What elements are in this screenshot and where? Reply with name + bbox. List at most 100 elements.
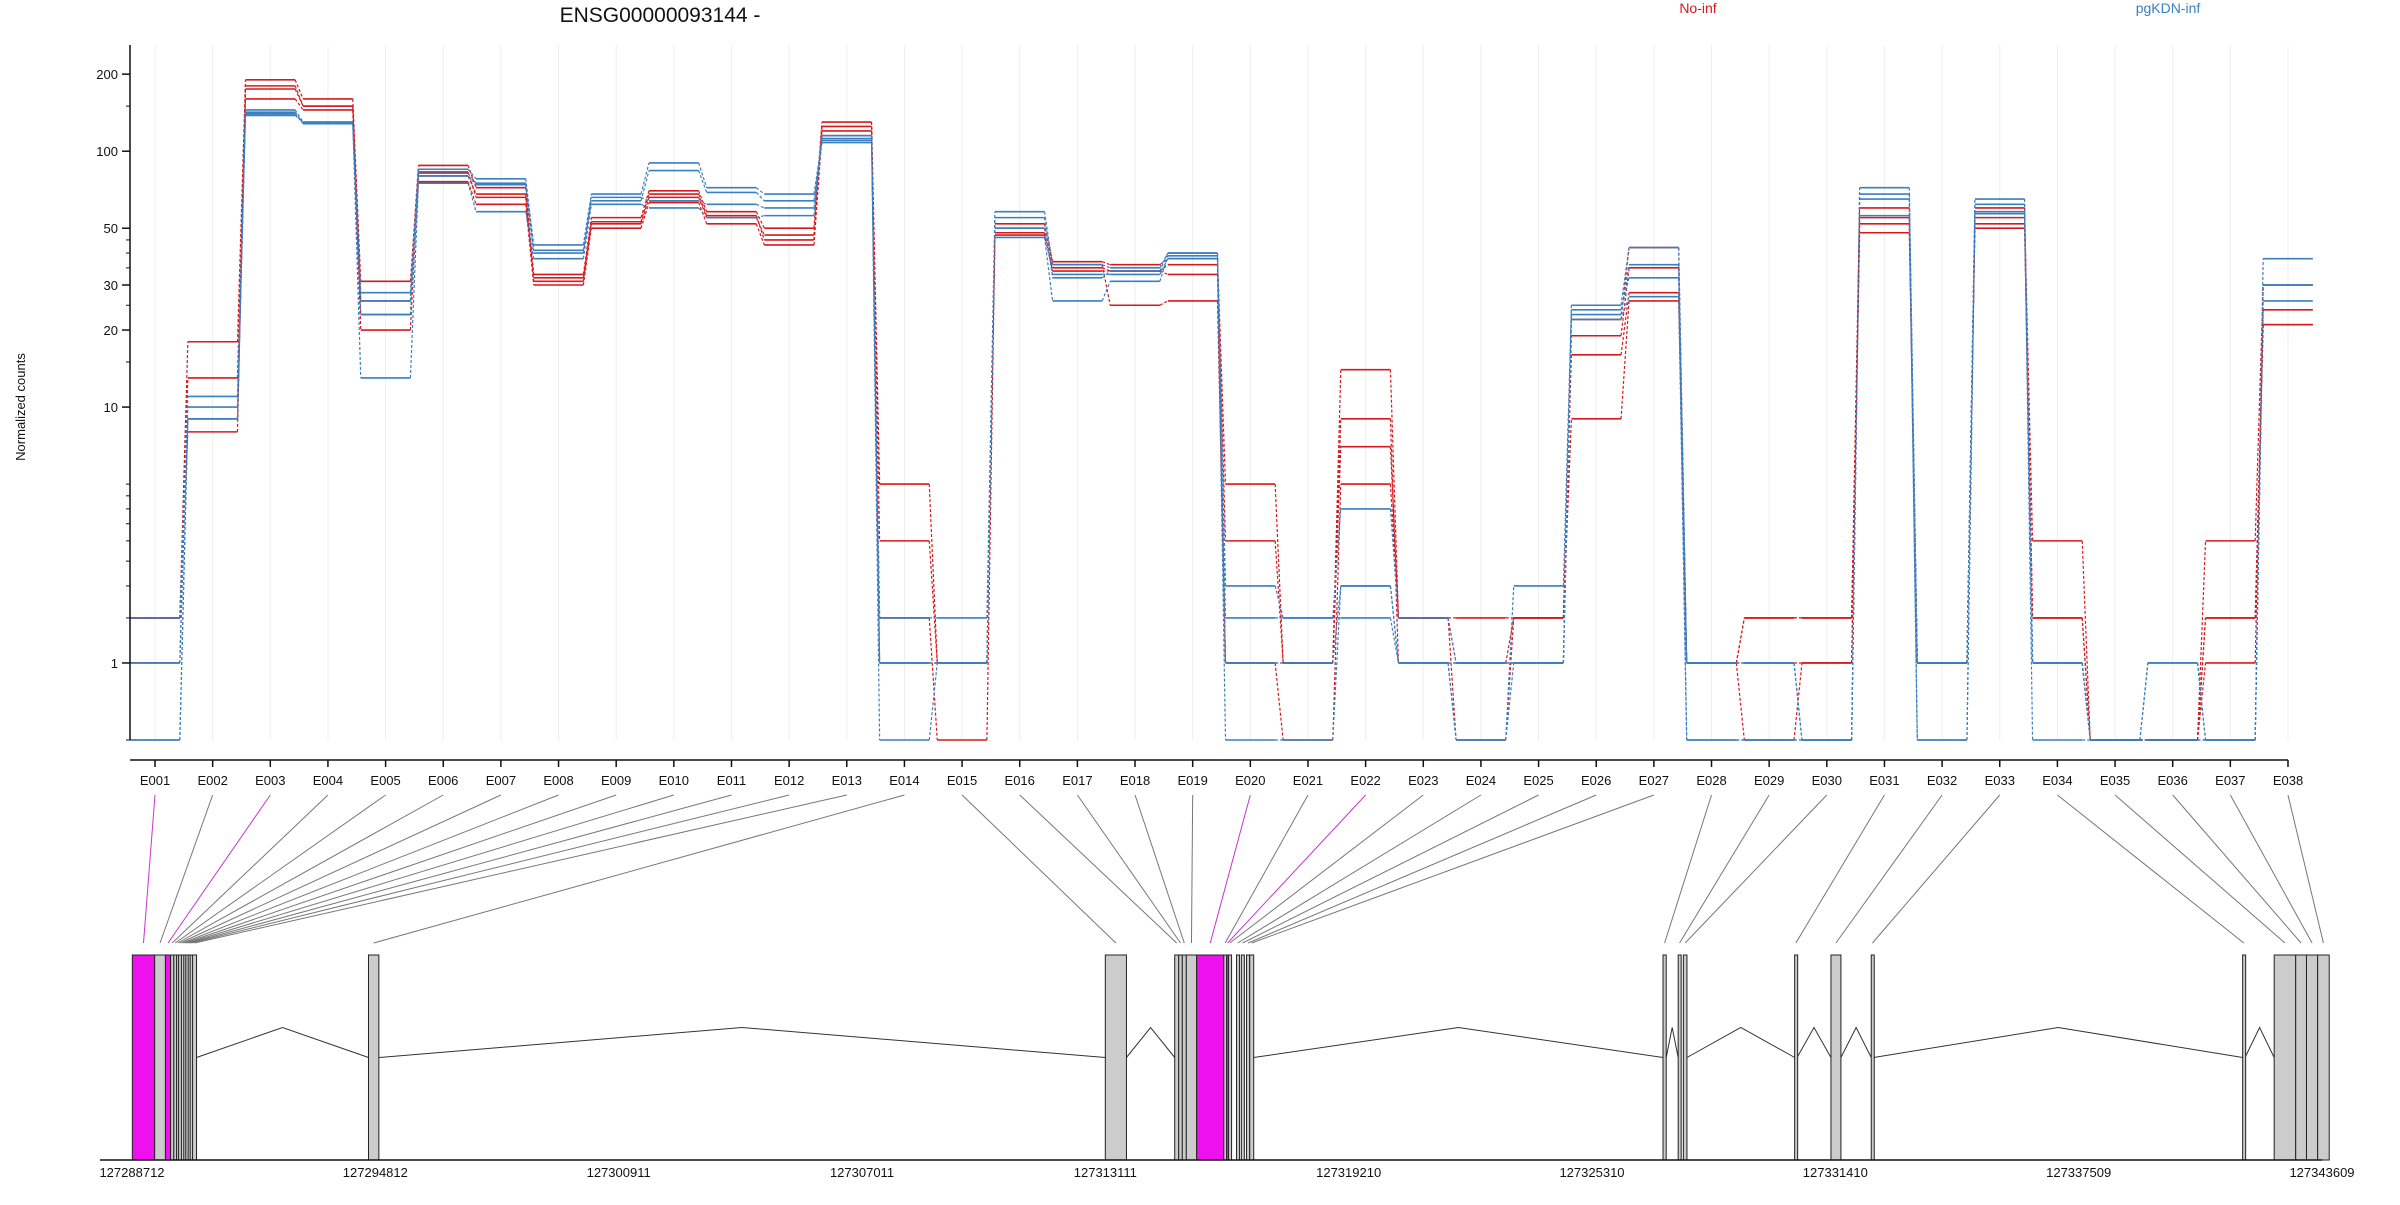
connector-E021 (1224, 794, 1309, 944)
link-no-inf-E012 (813, 126, 823, 240)
link-no-inf-E010 (698, 190, 708, 212)
connector-E024 (1237, 794, 1482, 944)
connector-E016 (1019, 794, 1178, 944)
exon-box-E003 (164, 954, 172, 1161)
link-no-inf-E021 (1332, 484, 1342, 741)
intron-E015 (1126, 1026, 1176, 1058)
link-pgkdn-inf-E024 (1505, 662, 1515, 741)
link-no-inf-E017 (1101, 264, 1111, 306)
link-no-inf-E026 (1620, 267, 1630, 336)
exon-box-E020 (1196, 954, 1225, 1161)
x-tick-label-E035: E035 (2100, 773, 2130, 788)
connector-E013 (194, 794, 847, 944)
link-pgkdn-inf-E019 (1216, 258, 1227, 741)
x-tick-label-E009: E009 (601, 773, 631, 788)
connector-E032 (1835, 794, 1943, 944)
link-no-inf-E026 (1620, 292, 1630, 355)
link-no-inf-E028 (1735, 662, 1745, 741)
link-pgkdn-inf-E022 (1389, 585, 1400, 664)
link-no-inf-E017 (1101, 261, 1111, 266)
link-pgkdn-inf-E032 (1966, 204, 1976, 663)
intron-E027 (1253, 1026, 1664, 1058)
x-tick-label-E015: E015 (947, 773, 977, 788)
link-pgkdn-inf-E003 (294, 109, 304, 123)
connector-E031 (1795, 794, 1885, 944)
connector-E030 (1684, 794, 1828, 944)
x-tick-label-E018: E018 (1120, 773, 1150, 788)
connector-E007 (179, 794, 502, 944)
series-4 (130, 85, 2313, 741)
x-tick-label-E011: E011 (717, 773, 746, 788)
link-pgkdn-inf-E026 (1620, 296, 1630, 320)
link-pgkdn-inf-E022 (1389, 508, 1400, 618)
link-no-inf-E030 (1851, 223, 1861, 663)
exon-box-E013 (192, 954, 198, 1161)
exon-box-E033 (1870, 954, 1875, 1161)
exon-box-E001 (131, 954, 156, 1161)
x-tick-label-E007: E007 (486, 773, 516, 788)
connector-E023 (1229, 794, 1424, 944)
link-no-inf-E008 (582, 221, 592, 278)
series-lines (130, 79, 2313, 741)
exon-box-E018 (1181, 954, 1187, 1161)
link-pgkdn-inf-E006 (467, 168, 477, 180)
link-pgkdn-inf-E005 (409, 173, 420, 301)
exon-box-E037 (2305, 954, 2319, 1161)
link-pgkdn-inf-E002 (236, 113, 247, 408)
link-pgkdn-inf-E018 (1159, 252, 1169, 272)
link-pgkdn-inf-E035 (2139, 662, 2149, 741)
link-pgkdn-inf-E010 (698, 162, 708, 188)
connector-E027 (1251, 794, 1655, 944)
exon-box-E032 (1830, 954, 1842, 1161)
link-pgkdn-inf-E018 (1159, 258, 1169, 275)
x-tick-label-E001: E001 (140, 773, 170, 788)
x-tick-label-E030: E030 (1812, 773, 1842, 788)
link-no-inf-E012 (813, 121, 823, 229)
link-pgkdn-inf-E013 (871, 138, 881, 741)
exon-box-E023 (1228, 954, 1233, 1161)
link-no-inf-E011 (755, 223, 765, 246)
x-tick-label-E032: E032 (1927, 773, 1957, 788)
link-pgkdn-inf-E011 (756, 215, 765, 219)
legend-pgkdn-inf: pgKDN-inf (2136, 0, 2201, 16)
coord-label-6: 127325310 (1559, 1165, 1624, 1180)
link-no-inf-E036 (2196, 617, 2207, 741)
link-pgkdn-inf-E024 (1505, 585, 1515, 741)
y-tick-label-1: 1 (111, 656, 118, 671)
x-tick-label-E023: E023 (1408, 773, 1438, 788)
link-no-inf-E018 (1159, 264, 1169, 272)
x-tick-label-E012: E012 (774, 773, 804, 788)
exon-box-E002 (154, 954, 166, 1161)
exon-box-E038 (2317, 954, 2330, 1161)
x-tick-label-E026: E026 (1581, 773, 1611, 788)
connector-E035 (2114, 794, 2286, 944)
link-pgkdn-inf-E017 (1101, 264, 1111, 269)
x-tick-label-E006: E006 (428, 773, 458, 788)
link-pgkdn-inf-E008 (582, 204, 592, 259)
link-pgkdn-inf-E006 (467, 172, 477, 184)
x-tick-label-E008: E008 (543, 773, 573, 788)
connector-E001 (142, 794, 156, 944)
link-no-inf-E006 (467, 171, 477, 198)
link-no-inf-E011 (755, 211, 765, 229)
intron-E034 (2244, 1026, 2275, 1058)
link-pgkdn-inf-E026 (1620, 277, 1630, 310)
coord-label-3: 127307011 (830, 1165, 894, 1180)
link-no-inf-E022 (1389, 369, 1400, 618)
connector-E008 (182, 794, 559, 944)
link-pgkdn-inf-E037 (2254, 284, 2264, 741)
coord-label-5: 127319210 (1316, 1165, 1381, 1180)
link-pgkdn-inf-E011 (756, 203, 765, 209)
connector-E017 (1076, 794, 1181, 944)
connector-E011 (189, 794, 732, 944)
link-pgkdn-inf-E021 (1332, 585, 1342, 741)
connector-E014 (373, 794, 905, 944)
exon-box-E028 (1662, 954, 1667, 1161)
intron-E013 (196, 1026, 369, 1058)
link-no-inf-E011 (755, 217, 765, 236)
x-tick-label-E002: E002 (197, 773, 227, 788)
x-tick-label-E019: E019 (1177, 773, 1207, 788)
link-pgkdn-inf-E016 (1043, 211, 1054, 265)
connector-E028 (1664, 794, 1712, 944)
